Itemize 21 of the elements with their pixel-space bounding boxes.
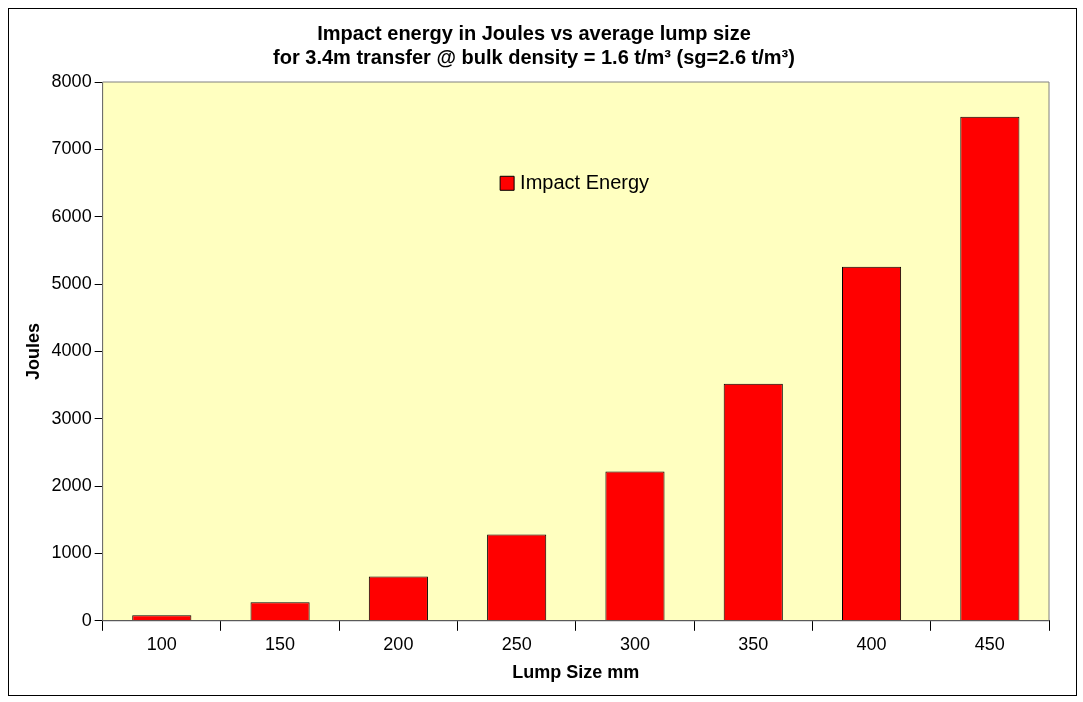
y-tick-label: 4000 [51,340,92,361]
x-tick-label: 150 [265,633,296,654]
y-tick-label: 0 [81,609,92,630]
y-tick-label: 6000 [51,205,92,226]
x-tick-label: 350 [738,633,769,654]
x-tick-label: 450 [974,633,1005,654]
chart-title: Impact energy in Joules vs average lump size for 3.4m transfer @ bulk density = 1.6 t/m³ (sg=2.6 t/m³) [273,21,795,68]
y-tick-label: 1000 [51,542,92,563]
x-tick-label: 100 [146,633,177,654]
y-tick-label: 7000 [51,138,92,159]
y-tick-label: 5000 [51,273,92,294]
x-tick-label: 400 [856,633,887,654]
x-tick-label: 200 [383,633,414,654]
legend-label: Impact Energy [520,170,650,193]
x-tick-label: 300 [619,633,650,654]
x-tick-label: 250 [501,633,532,654]
y-tick-label: 2000 [51,475,92,496]
y-tick-label: 3000 [51,407,92,428]
x-axis-title: Lump Size mm [512,662,640,683]
y-tick-label: 8000 [51,70,92,91]
y-axis-title: Joules [22,322,43,380]
